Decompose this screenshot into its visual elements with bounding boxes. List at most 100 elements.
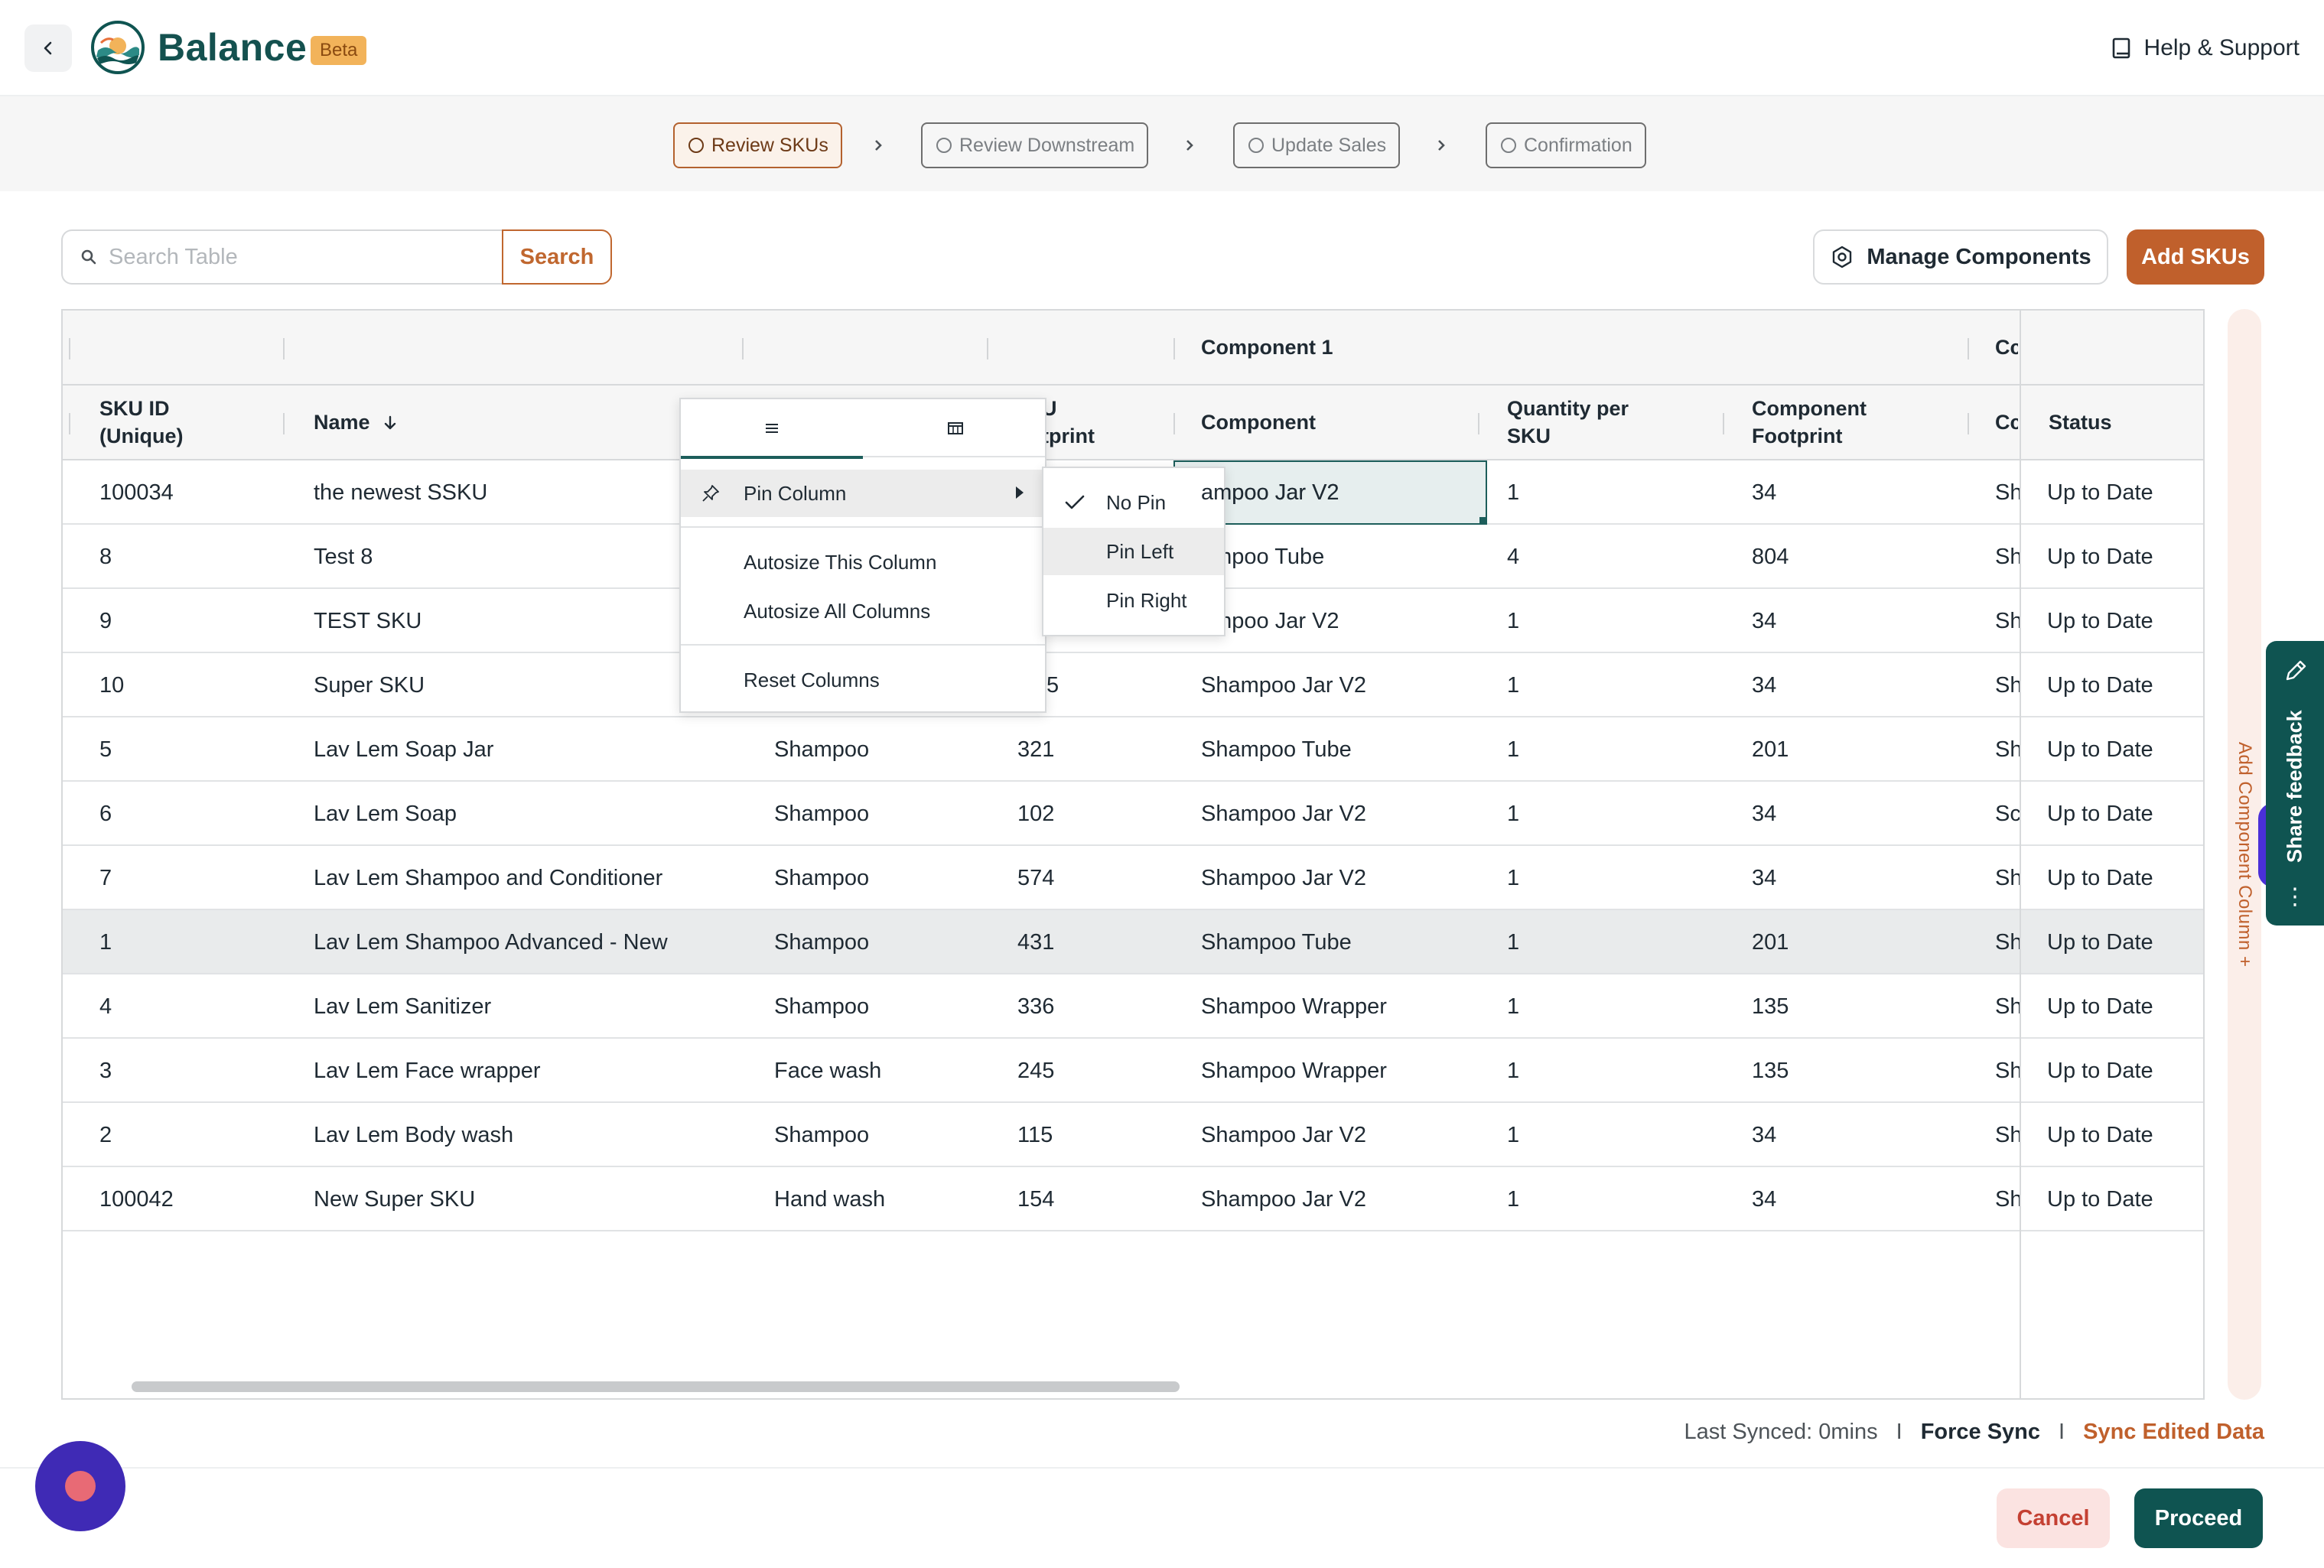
- cell-component[interactable]: Shampoo Tube: [1201, 930, 1352, 955]
- cancel-button[interactable]: Cancel: [1997, 1488, 2110, 1548]
- cell-category[interactable]: Shampoo: [774, 1123, 870, 1147]
- cell-c2[interactable]: Sc: [1995, 802, 2020, 826]
- table-row[interactable]: 5 Lav Lem Soap Jar Shampoo 321 Shampoo Tube 1…: [63, 717, 2203, 782]
- cell-category[interactable]: Shampoo: [774, 802, 870, 826]
- cell-sku[interactable]: 9: [99, 609, 112, 633]
- table-row[interactable]: 100042 New Super SKU Hand wash 154 Shampoo J…: [63, 1167, 2203, 1231]
- column-header-component[interactable]: Component: [1201, 411, 1316, 434]
- cell-sku[interactable]: 3: [99, 1059, 112, 1083]
- cell-name[interactable]: New Super SKU: [314, 1187, 476, 1212]
- cell-status[interactable]: Up to Date: [2047, 1187, 2153, 1212]
- cell-c2[interactable]: Sh: [1995, 1123, 2020, 1147]
- cell-category[interactable]: Shampoo: [774, 994, 870, 1019]
- cell-category[interactable]: Face wash: [774, 1059, 882, 1083]
- menu-item-pin-column[interactable]: Pin Column: [681, 470, 1045, 517]
- cell-sku[interactable]: 10: [99, 673, 125, 698]
- cell-comp-fp[interactable]: 34: [1752, 802, 1777, 826]
- column-header-status[interactable]: Status: [2049, 411, 2112, 434]
- cell-sku[interactable]: 7: [99, 866, 112, 890]
- cell-c2[interactable]: Sh: [1995, 673, 2020, 698]
- fill-handle[interactable]: [1479, 517, 1487, 525]
- step-confirmation[interactable]: Confirmation: [1486, 122, 1646, 168]
- cell-name[interactable]: Lav Lem Sanitizer: [314, 994, 492, 1019]
- tab-columns[interactable]: [864, 399, 1046, 457]
- cell-comp-fp[interactable]: 34: [1752, 866, 1777, 890]
- menu-item-pin-left[interactable]: Pin Left: [1043, 528, 1224, 575]
- step-review-skus[interactable]: Review SKUs: [673, 122, 842, 168]
- cell-c2[interactable]: Sh: [1995, 866, 2020, 890]
- cell-c2[interactable]: Sh: [1995, 930, 2020, 955]
- cell-name[interactable]: Super SKU: [314, 673, 425, 698]
- cell-footprint[interactable]: 431: [1017, 930, 1055, 955]
- force-sync-link[interactable]: Force Sync: [1920, 1419, 2041, 1444]
- table-row[interactable]: 1 Lav Lem Shampoo Advanced - New Shampoo 43…: [63, 910, 2203, 974]
- cell-name[interactable]: Lav Lem Soap Jar: [314, 737, 494, 762]
- step-review-downstream[interactable]: Review Downstream: [921, 122, 1149, 168]
- cell-qty[interactable]: 1: [1507, 609, 1520, 633]
- cell-component[interactable]: ampoo Jar V2: [1201, 480, 1339, 505]
- cell-component[interactable]: Shampoo Jar V2: [1201, 673, 1367, 698]
- menu-item-autosize-all[interactable]: Autosize All Columns: [744, 599, 931, 623]
- cell-qty[interactable]: 1: [1507, 866, 1520, 890]
- cell-status[interactable]: Up to Date: [2047, 994, 2153, 1019]
- cell-c2[interactable]: Sh: [1995, 737, 2020, 762]
- column-header-quantity[interactable]: Quantity per SKU: [1507, 395, 1629, 450]
- share-feedback-tab[interactable]: Share feedback ⋮: [2266, 641, 2324, 926]
- cell-sku[interactable]: 2: [99, 1123, 112, 1147]
- cell-qty[interactable]: 1: [1507, 737, 1520, 762]
- cell-qty[interactable]: 1: [1507, 930, 1520, 955]
- cell-c2[interactable]: Sh: [1995, 1059, 2020, 1083]
- cell-comp-fp[interactable]: 135: [1752, 1059, 1789, 1083]
- cell-sku[interactable]: 1: [99, 930, 112, 955]
- step-update-sales[interactable]: Update Sales: [1233, 122, 1401, 168]
- cell-name[interactable]: the newest SSKU: [314, 480, 488, 505]
- column-header-name[interactable]: Name: [314, 408, 399, 436]
- cell-comp-fp[interactable]: 34: [1752, 673, 1777, 698]
- back-button[interactable]: [24, 24, 72, 72]
- cell-sku[interactable]: 6: [99, 802, 112, 826]
- cell-footprint[interactable]: 336: [1017, 994, 1055, 1019]
- proceed-button[interactable]: Proceed: [2134, 1488, 2263, 1548]
- horizontal-scrollbar[interactable]: [132, 1381, 1180, 1392]
- cell-component[interactable]: Shampoo Jar V2: [1201, 866, 1367, 890]
- cell-status[interactable]: Up to Date: [2047, 802, 2153, 826]
- cell-component[interactable]: Shampoo Jar V2: [1201, 802, 1367, 826]
- cell-c2[interactable]: Sh: [1995, 994, 2020, 1019]
- cell-status[interactable]: Up to Date: [2047, 1059, 2153, 1083]
- cell-c2[interactable]: Sh: [1995, 609, 2020, 633]
- sync-edited-data-link[interactable]: Sync Edited Data: [2083, 1419, 2264, 1444]
- cell-comp-fp[interactable]: 34: [1752, 1123, 1777, 1147]
- cell-footprint[interactable]: 102: [1017, 802, 1055, 826]
- search-field[interactable]: [61, 229, 503, 285]
- cell-qty[interactable]: 1: [1507, 1187, 1520, 1212]
- cell-qty[interactable]: 4: [1507, 545, 1520, 569]
- add-component-column-button[interactable]: Add Component Column +: [2228, 309, 2261, 1400]
- cell-footprint[interactable]: 321: [1017, 737, 1055, 762]
- cell-footprint[interactable]: 574: [1017, 866, 1055, 890]
- cell-name[interactable]: Lav Lem Body wash: [314, 1123, 514, 1147]
- cell-component[interactable]: ampoo Jar V2: [1201, 609, 1339, 633]
- cell-footprint[interactable]: 245: [1017, 1059, 1055, 1083]
- cell-c2[interactable]: Sh: [1995, 545, 2020, 569]
- cell-name[interactable]: Lav Lem Face wrapper: [314, 1059, 541, 1083]
- cell-footprint-partial[interactable]: 5: [1046, 673, 1059, 698]
- cell-status[interactable]: Up to Date: [2047, 673, 2153, 698]
- cell-category[interactable]: Hand wash: [774, 1187, 886, 1212]
- menu-item-reset-columns[interactable]: Reset Columns: [744, 668, 880, 691]
- cell-component[interactable]: ampoo Tube: [1201, 545, 1325, 569]
- cell-name[interactable]: Lav Lem Shampoo Advanced - New: [314, 930, 668, 955]
- search-input[interactable]: [109, 244, 476, 270]
- cell-name[interactable]: Lav Lem Soap: [314, 802, 457, 826]
- cell-status[interactable]: Up to Date: [2047, 930, 2153, 955]
- cell-c2[interactable]: Sh: [1995, 1187, 2020, 1212]
- manage-components-button[interactable]: Manage Components: [1813, 229, 2108, 285]
- cell-status[interactable]: Up to Date: [2047, 545, 2153, 569]
- more-options-icon[interactable]: ⋮: [2283, 884, 2306, 909]
- cell-status[interactable]: Up to Date: [2047, 1123, 2153, 1147]
- cell-component[interactable]: Shampoo Tube: [1201, 737, 1352, 762]
- cell-component[interactable]: Shampoo Wrapper: [1201, 994, 1387, 1019]
- cell-comp-fp[interactable]: 34: [1752, 609, 1777, 633]
- cell-category[interactable]: Shampoo: [774, 930, 870, 955]
- cell-category[interactable]: Shampoo: [774, 737, 870, 762]
- cell-comp-fp[interactable]: 201: [1752, 737, 1789, 762]
